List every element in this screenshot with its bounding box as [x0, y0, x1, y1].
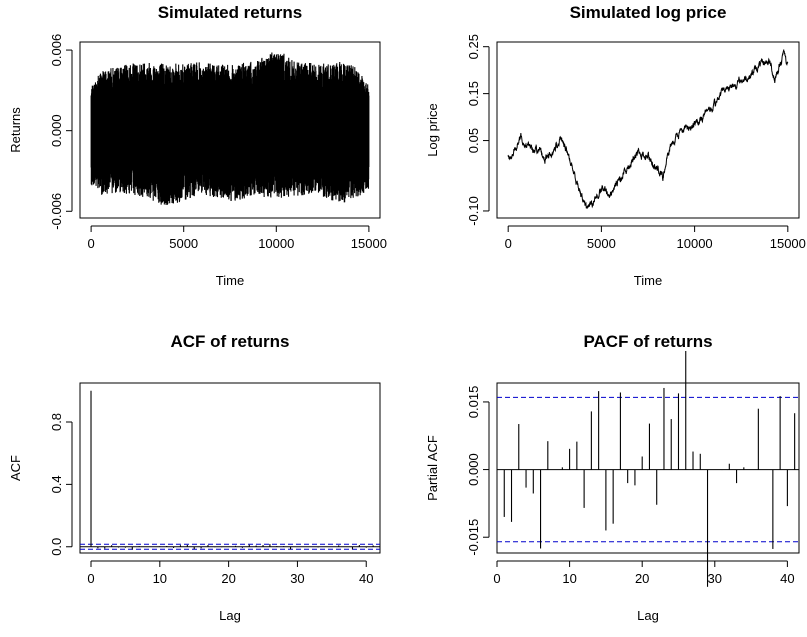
y-axis-label: ACF — [8, 455, 23, 481]
x-tick-label: 30 — [708, 571, 722, 586]
y-axis-label: Partial ACF — [425, 435, 440, 501]
x-axis: 0 10 20 30 40 — [87, 560, 373, 586]
y-tick-label: 0.05 — [466, 128, 481, 153]
x-tick-label: 5000 — [587, 236, 616, 251]
y-axis: -0.015 0.000 0.015 — [466, 386, 490, 556]
plot-frame — [79, 382, 381, 554]
series-returns — [90, 52, 370, 206]
x-axis: 0 5000 10000 15000 — [87, 225, 387, 251]
x-tick-label: 0 — [87, 236, 94, 251]
x-tick-label: 10 — [153, 571, 167, 586]
y-axis: -0.10 0.05 0.15 0.25 — [466, 34, 490, 226]
series-acf — [80, 390, 380, 550]
x-axis-label: Lag — [219, 608, 241, 623]
y-tick-label: 0.006 — [49, 34, 64, 67]
y-tick-label: 0.15 — [466, 81, 481, 106]
log-price-line — [507, 49, 789, 209]
x-tick-label: 0 — [87, 571, 94, 586]
series-pacf — [497, 350, 799, 587]
x-axis-label: Lag — [637, 608, 659, 623]
x-tick-label: 40 — [359, 571, 373, 586]
y-axis: -0.006 0.000 0.006 — [49, 34, 73, 230]
x-axis: 0 10 20 30 40 — [493, 560, 795, 586]
plot-frame — [496, 382, 800, 554]
panel-simulated-returns: Simulated returns 0 5000 10000 15000 -0.006… — [8, 3, 387, 288]
returns-line — [90, 52, 370, 206]
y-tick-label: 0.0 — [49, 538, 64, 556]
panel-pacf-returns: PACF of returns 0 10 20 30 40 -0.015 0.000 0.0… — [425, 332, 800, 623]
y-tick-label: 0.015 — [466, 386, 481, 419]
plot-frame — [496, 41, 800, 219]
x-axis: 0 5000 10000 15000 — [505, 225, 806, 251]
x-tick-label: 15000 — [351, 236, 387, 251]
y-axis-label: Log price — [425, 103, 440, 156]
y-tick-label: 0.000 — [49, 114, 64, 147]
x-tick-label: 20 — [635, 571, 649, 586]
x-axis-label: Time — [634, 273, 662, 288]
x-tick-label: 15000 — [770, 236, 806, 251]
y-tick-label: -0.006 — [49, 193, 64, 230]
y-tick-label: 0.000 — [466, 453, 481, 486]
y-tick-label: 0.4 — [49, 475, 64, 493]
panel-simulated-log-price: Simulated log price 0 5000 10000 15000 -0.1… — [425, 3, 806, 288]
y-axis: 0.0 0.4 0.8 — [49, 413, 73, 556]
plot-frame — [79, 41, 381, 219]
x-tick-label: 10000 — [677, 236, 713, 251]
x-tick-label: 30 — [290, 571, 304, 586]
x-tick-label: 10 — [562, 571, 576, 586]
x-tick-label: 20 — [221, 571, 235, 586]
series-log-price — [507, 49, 789, 209]
x-tick-label: 40 — [780, 571, 794, 586]
chart-title: ACF of returns — [171, 332, 290, 351]
chart-title: PACF of returns — [583, 332, 712, 351]
chart-title: Simulated returns — [158, 3, 303, 22]
y-tick-label: -0.10 — [466, 196, 481, 226]
y-tick-label: 0.25 — [466, 34, 481, 59]
y-tick-label: -0.015 — [466, 519, 481, 556]
chart-title: Simulated log price — [570, 3, 727, 22]
y-axis-label: Returns — [8, 107, 23, 153]
x-tick-label: 10000 — [258, 236, 294, 251]
x-axis-label: Time — [216, 273, 244, 288]
x-tick-label: 0 — [493, 571, 500, 586]
y-tick-label: 0.8 — [49, 413, 64, 431]
panel-acf-returns: ACF of returns 0 10 20 30 40 0.0 0.4 0.8 Lag A… — [8, 332, 381, 623]
x-tick-label: 0 — [505, 236, 512, 251]
x-tick-label: 5000 — [169, 236, 198, 251]
